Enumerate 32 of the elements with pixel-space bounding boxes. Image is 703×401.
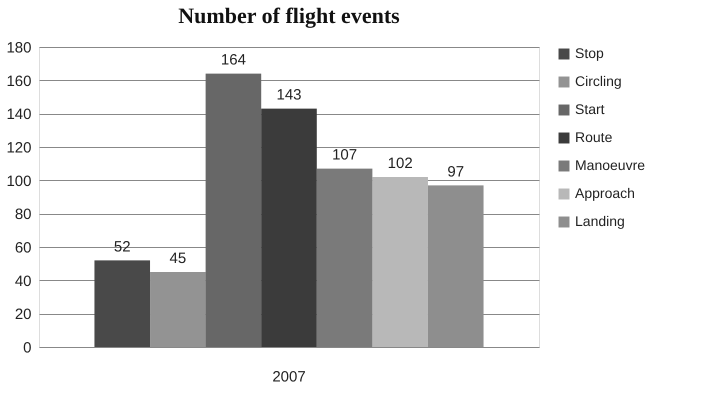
legend-label: Stop	[575, 45, 604, 61]
y-tick-label: 60	[14, 240, 32, 256]
data-label: 107	[332, 146, 358, 164]
legend-label: Circling	[575, 73, 622, 89]
data-label: 97	[447, 163, 464, 180]
data-label: 102	[388, 155, 413, 172]
legend-label: Approach	[575, 185, 635, 201]
legend-label: Route	[575, 129, 613, 145]
y-tick-label: 80	[14, 206, 32, 224]
bar	[372, 177, 428, 347]
y-tick-label: 140	[6, 106, 32, 124]
legend-label: Start	[575, 101, 605, 117]
bar	[150, 272, 206, 347]
data-label: 52	[114, 238, 131, 256]
legend-label: Landing	[575, 213, 625, 229]
y-tick-label: 160	[6, 72, 32, 90]
bar	[94, 260, 150, 347]
y-tick-label: 0	[23, 340, 32, 356]
x-tick-label: 2007	[272, 368, 306, 386]
y-tick-label: 120	[6, 140, 32, 156]
data-label: 164	[220, 52, 246, 69]
bar	[206, 74, 262, 347]
y-tick-label: 40	[14, 272, 32, 290]
data-label: 45	[169, 250, 186, 267]
y-tick-label: 100	[6, 172, 32, 190]
bar	[316, 168, 372, 347]
legend-label: Manoeuvre	[575, 157, 646, 173]
chart-title: Number of flight events	[178, 3, 400, 28]
y-tick-label: 20	[14, 306, 32, 324]
y-tick-label: 180	[6, 40, 32, 56]
data-label: 143	[276, 86, 302, 104]
bar	[261, 108, 317, 347]
